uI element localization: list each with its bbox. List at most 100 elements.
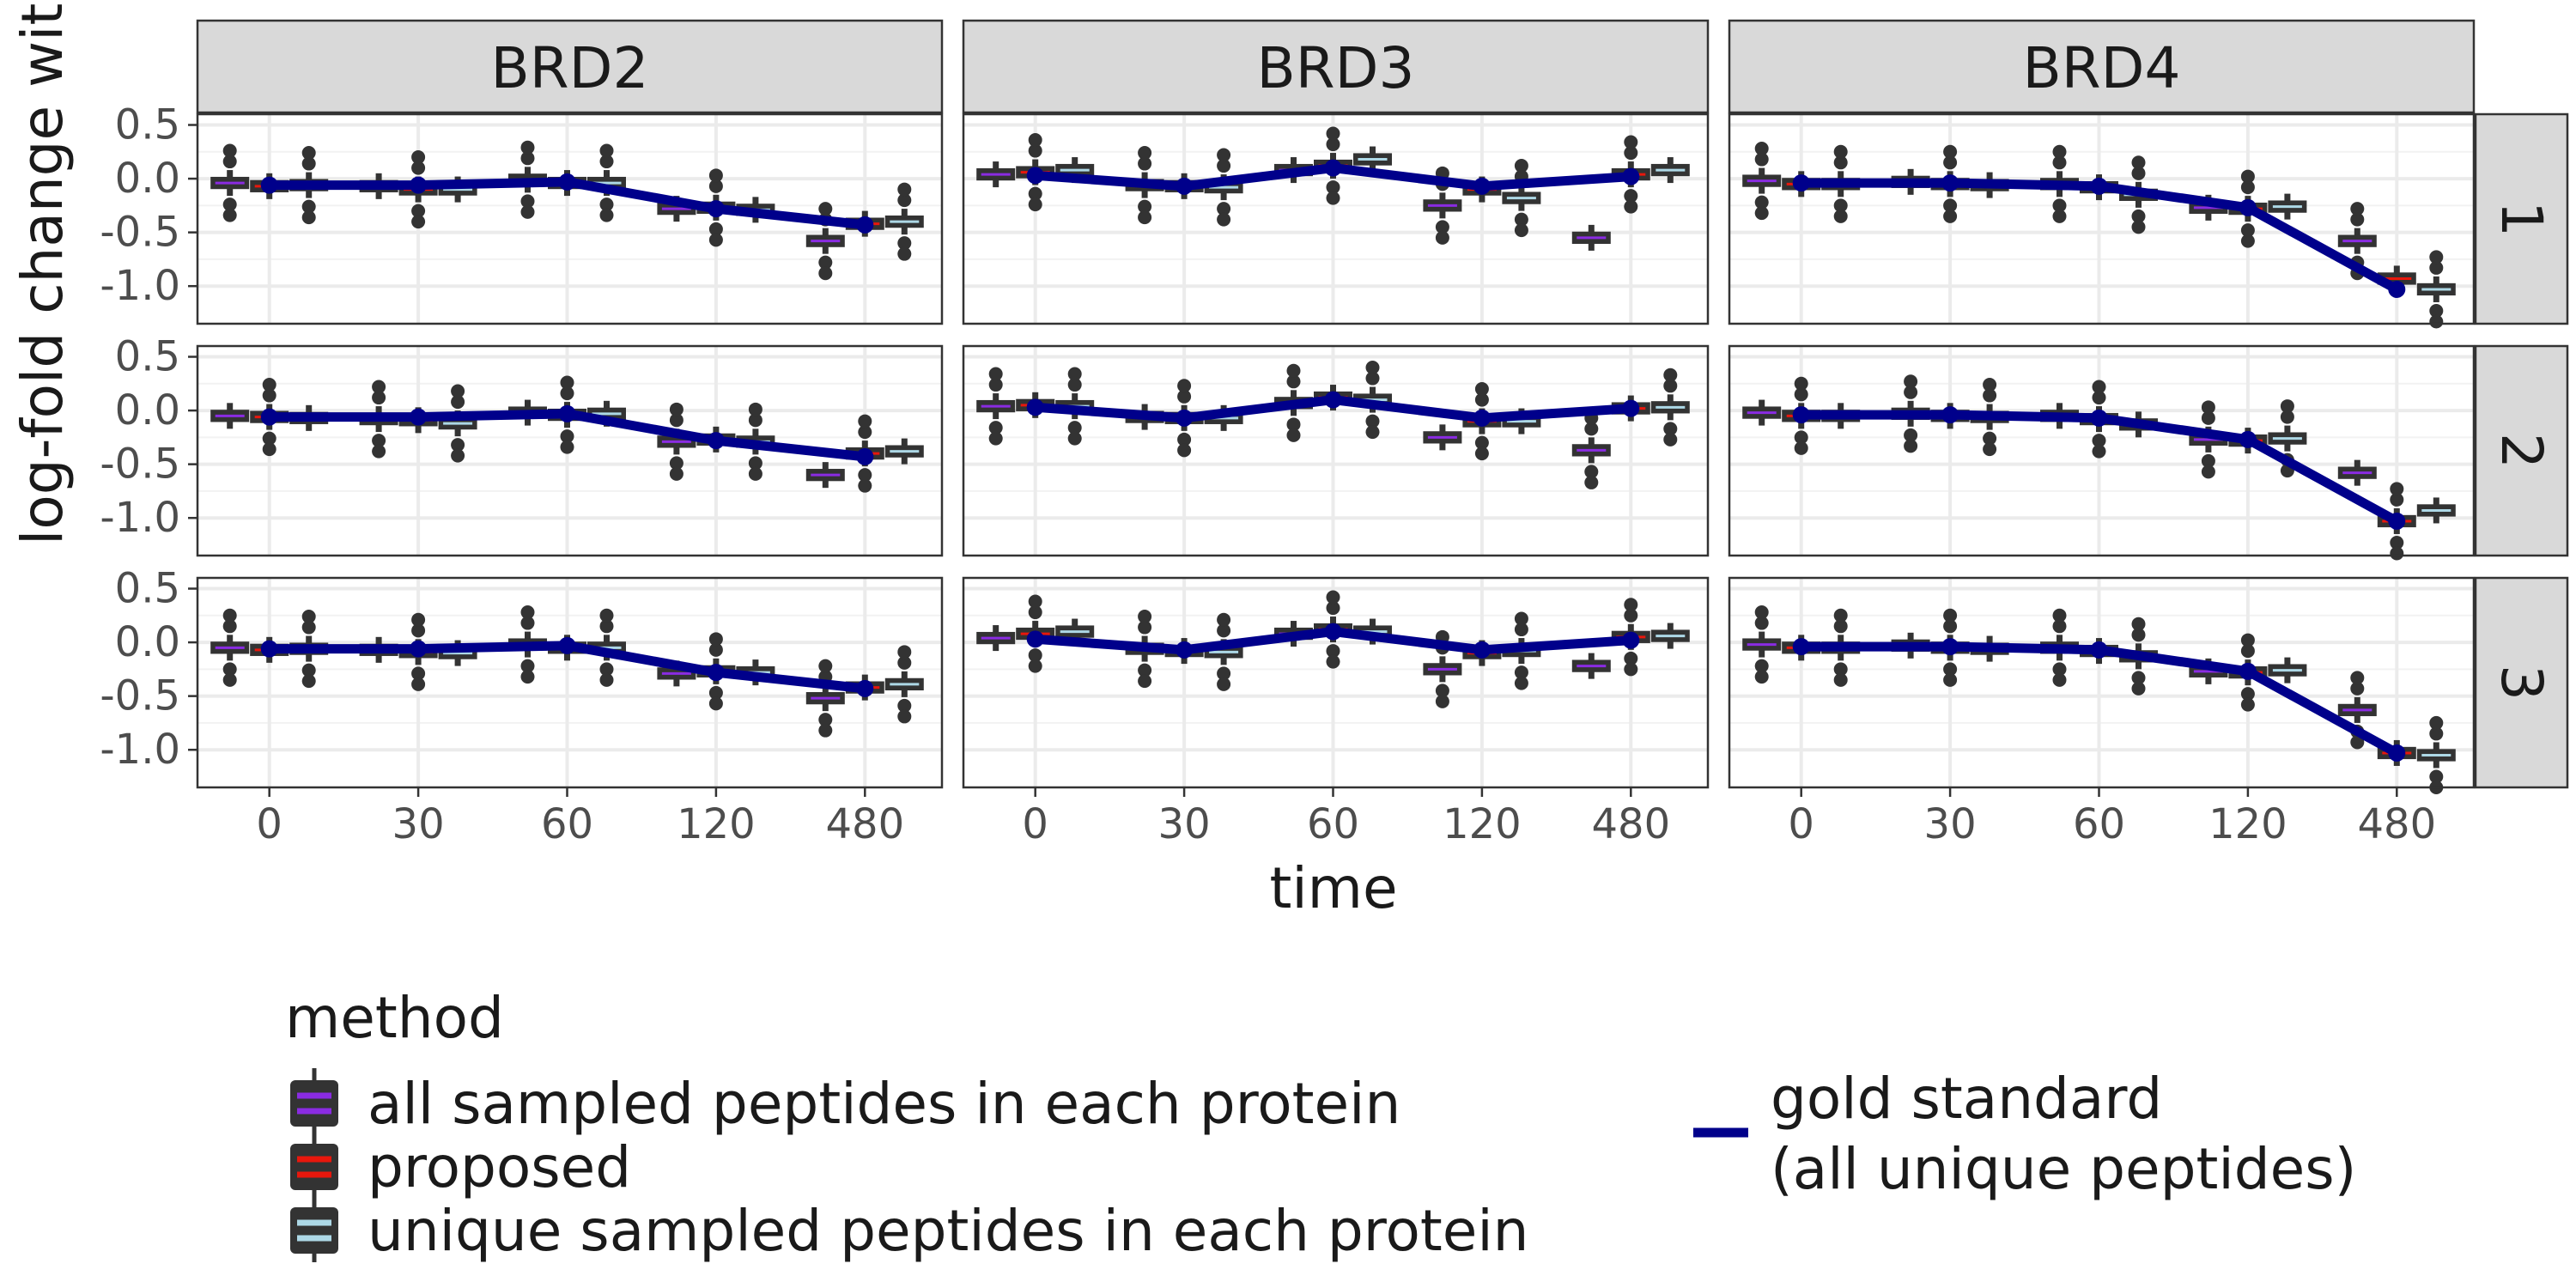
- outlier-point: [222, 197, 237, 212]
- outlier-point: [2350, 735, 2365, 750]
- y-tick-label: -0.5: [100, 209, 180, 257]
- outlier-point: [2131, 617, 2146, 631]
- y-tick-label: -1.0: [100, 494, 180, 542]
- gold-standard-point: [2388, 512, 2406, 530]
- outlier-point: [1028, 133, 1042, 148]
- gold-standard-point: [2090, 641, 2108, 659]
- outlier-point: [2429, 769, 2444, 784]
- facet-strip-label: BRD4: [2023, 35, 2181, 101]
- outlier-point: [1365, 361, 1380, 375]
- gold-standard-point: [707, 664, 725, 682]
- outlier-point: [669, 402, 683, 416]
- outlier-point: [2131, 220, 2146, 234]
- outlier-point: [669, 413, 683, 428]
- outlier-point: [2429, 726, 2444, 741]
- gold-standard-point: [558, 636, 576, 654]
- panel-border: [196, 112, 944, 325]
- legend-label: (all unique peptides): [1771, 1136, 2356, 1202]
- outlier-point: [1754, 142, 1769, 156]
- outlier-point: [411, 161, 426, 175]
- outlier-point: [2201, 400, 2215, 415]
- outlier-point: [1904, 374, 1918, 389]
- legend-key-box: [290, 1068, 338, 1135]
- outlier-point: [451, 395, 465, 410]
- outlier-point: [1663, 432, 1678, 447]
- gold-standard-point: [1473, 409, 1491, 427]
- outlier-point: [988, 431, 1003, 446]
- outlier-point: [818, 723, 833, 738]
- y-tick-label: 0.5: [115, 333, 180, 381]
- outlier-point: [2280, 399, 2294, 414]
- outlier-point: [1028, 605, 1042, 620]
- outlier-point: [1663, 379, 1678, 393]
- outlier-point: [897, 709, 912, 724]
- outlier-point: [411, 204, 426, 218]
- outlier-point: [1365, 371, 1380, 386]
- outlier-point: [1217, 623, 1231, 638]
- outlier-point: [1624, 662, 1638, 677]
- outlier-point: [1286, 363, 1301, 378]
- outlier-point: [2429, 260, 2444, 275]
- x-tick-label: 0: [256, 800, 283, 848]
- legend-label: all sampled peptides in each protein: [368, 1071, 1400, 1137]
- outlier-point: [2350, 671, 2365, 685]
- outlier-point: [451, 384, 465, 398]
- outlier-point: [1754, 605, 1769, 620]
- outlier-point: [2131, 671, 2146, 685]
- outlier-point: [2390, 482, 2404, 496]
- gold-standard-point: [1176, 177, 1194, 195]
- outlier-point: [560, 375, 574, 390]
- outlier-point: [1983, 442, 1997, 457]
- outlier-point: [1754, 206, 1769, 221]
- outlier-point: [1286, 417, 1301, 432]
- y-tick-label: -0.5: [100, 672, 180, 720]
- outlier-point: [2052, 619, 2067, 634]
- outlier-point: [2240, 169, 2255, 184]
- outlier-point: [708, 179, 723, 193]
- outlier-point: [858, 425, 872, 440]
- outlier-point: [222, 662, 237, 677]
- x-tick-label: 120: [2208, 800, 2287, 848]
- row-strip-1: [2474, 112, 2569, 325]
- outlier-point: [1904, 385, 1918, 399]
- outlier-point: [2092, 380, 2106, 394]
- outlier-point: [411, 677, 426, 691]
- legend: method all sampled peptides in each prot…: [285, 985, 2356, 1264]
- outlier-point: [1943, 672, 1958, 687]
- outlier-point: [372, 391, 386, 405]
- outlier-point: [1217, 212, 1231, 227]
- outlier-point: [520, 151, 535, 166]
- outlier-point: [1326, 644, 1340, 659]
- outlier-point: [669, 456, 683, 471]
- outlier-point: [1754, 659, 1769, 673]
- outlier-point: [1624, 651, 1638, 665]
- panel-background: [1729, 578, 2474, 787]
- gold-standard-point: [1792, 638, 1810, 656]
- panel-brd4-3: [1728, 576, 2476, 794]
- y-tick-label: 0.0: [115, 155, 180, 203]
- outlier-point: [301, 674, 316, 689]
- x-tick-label: 480: [2357, 800, 2436, 848]
- outlier-point: [1514, 212, 1528, 227]
- legend-key-box: [290, 1132, 338, 1199]
- outlier-point: [1326, 137, 1340, 152]
- outlier-point: [858, 468, 872, 483]
- outlier-point: [1326, 191, 1340, 205]
- outlier-point: [262, 388, 276, 403]
- outlier-point: [1943, 608, 1958, 623]
- x-tick-label: 30: [1924, 800, 1977, 848]
- outlier-point: [708, 632, 723, 647]
- outlier-point: [1514, 611, 1528, 626]
- outlier-point: [1365, 425, 1380, 440]
- outlier-point: [520, 605, 535, 620]
- outlier-point: [222, 619, 237, 634]
- outlier-point: [2429, 250, 2444, 264]
- legend-key-rect: [290, 1207, 338, 1254]
- outlier-point: [1177, 379, 1192, 393]
- outlier-point: [1435, 694, 1449, 708]
- outlier-point: [411, 623, 426, 638]
- outlier-point: [599, 662, 614, 677]
- outlier-point: [2280, 410, 2294, 424]
- outlier-point: [897, 645, 912, 659]
- gold-standard-point: [707, 432, 725, 450]
